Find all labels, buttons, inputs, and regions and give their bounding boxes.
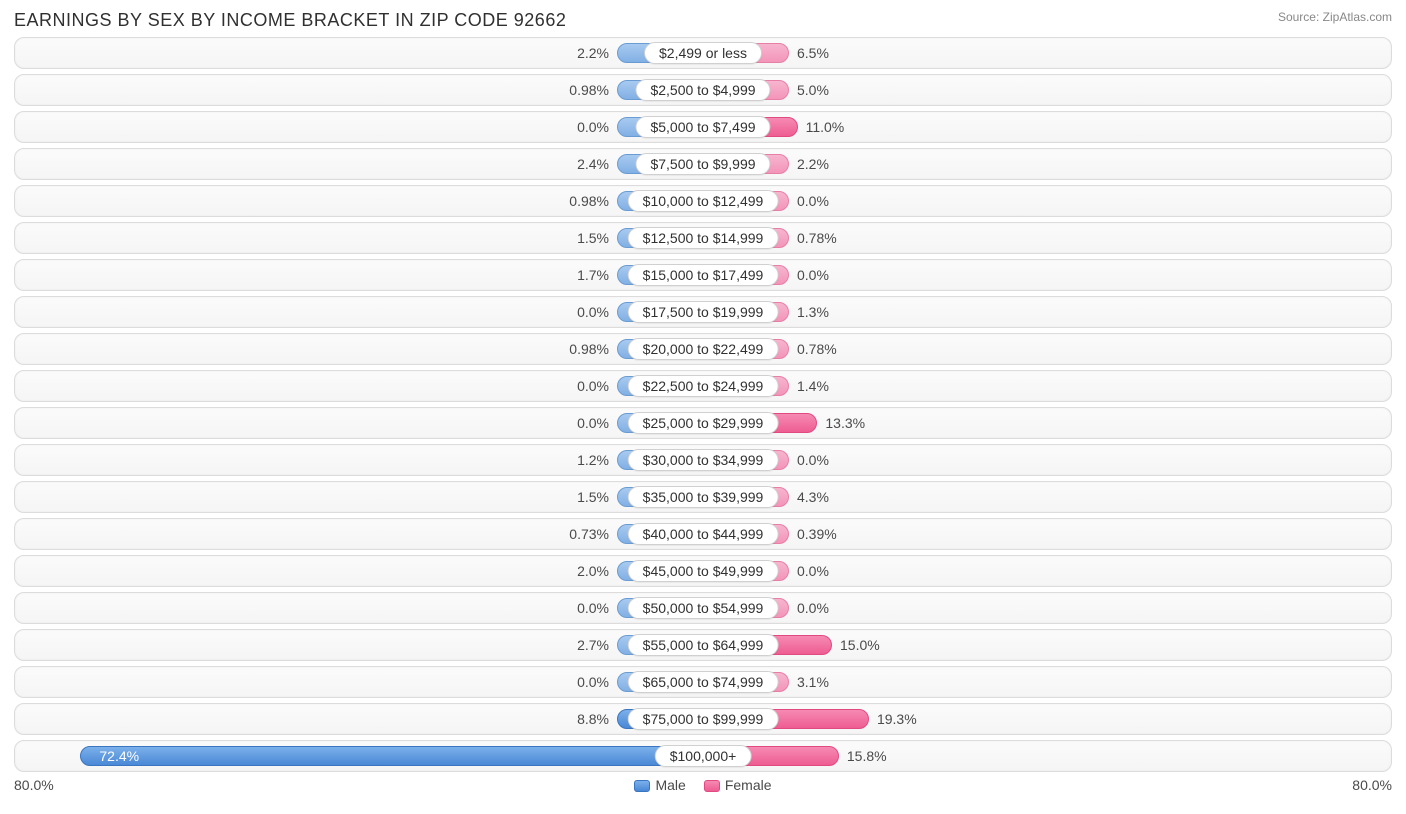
male-value: 0.98% (561, 341, 617, 357)
chart-row: 2.2% 6.5% $2,499 or less (14, 37, 1392, 69)
female-value: 19.3% (869, 711, 925, 727)
bracket-label: $25,000 to $29,999 (628, 412, 779, 434)
chart-row: 0.98% 0.0% $10,000 to $12,499 (14, 185, 1392, 217)
bracket-label: $50,000 to $54,999 (628, 597, 779, 619)
axis-max-left: 80.0% (14, 777, 54, 793)
male-swatch-icon (634, 780, 650, 792)
bracket-label: $65,000 to $74,999 (628, 671, 779, 693)
male-value: 72.4% (91, 748, 147, 764)
bracket-label: $75,000 to $99,999 (628, 708, 779, 730)
bracket-label: $15,000 to $17,499 (628, 264, 779, 286)
bracket-label: $55,000 to $64,999 (628, 634, 779, 656)
chart-row: 0.98% 0.78% $20,000 to $22,499 (14, 333, 1392, 365)
male-value: 1.7% (569, 267, 617, 283)
female-value: 15.0% (832, 637, 888, 653)
female-value: 0.78% (789, 230, 845, 246)
bracket-label: $17,500 to $19,999 (628, 301, 779, 323)
female-value: 13.3% (817, 415, 873, 431)
male-value: 2.2% (569, 45, 617, 61)
male-value: 1.5% (569, 230, 617, 246)
chart-row: 8.8% 19.3% $75,000 to $99,999 (14, 703, 1392, 735)
bracket-label: $30,000 to $34,999 (628, 449, 779, 471)
male-value: 1.5% (569, 489, 617, 505)
axis-max-right: 80.0% (1352, 777, 1392, 793)
female-value: 0.0% (789, 600, 837, 616)
bracket-label: $45,000 to $49,999 (628, 560, 779, 582)
male-value: 2.4% (569, 156, 617, 172)
chart-row: 0.0% 11.0% $5,000 to $7,499 (14, 111, 1392, 143)
chart-row: 1.7% 0.0% $15,000 to $17,499 (14, 259, 1392, 291)
bracket-label: $100,000+ (655, 745, 752, 767)
male-bar: 72.4% (80, 746, 703, 766)
male-value: 0.0% (569, 415, 617, 431)
chart-row: 1.2% 0.0% $30,000 to $34,999 (14, 444, 1392, 476)
female-value: 1.3% (789, 304, 837, 320)
male-value: 0.73% (561, 526, 617, 542)
female-value: 11.0% (798, 119, 853, 135)
female-value: 3.1% (789, 674, 837, 690)
male-value: 0.0% (569, 119, 617, 135)
female-value: 0.0% (789, 563, 837, 579)
chart-row: 0.73% 0.39% $40,000 to $44,999 (14, 518, 1392, 550)
legend-female-label: Female (725, 777, 772, 793)
bracket-label: $2,499 or less (644, 42, 762, 64)
chart-row: 2.0% 0.0% $45,000 to $49,999 (14, 555, 1392, 587)
bracket-label: $40,000 to $44,999 (628, 523, 779, 545)
chart-legend: Male Female (634, 777, 771, 793)
male-value: 0.0% (569, 674, 617, 690)
male-value: 2.7% (569, 637, 617, 653)
legend-male-label: Male (655, 777, 685, 793)
female-swatch-icon (704, 780, 720, 792)
female-value: 4.3% (789, 489, 837, 505)
bracket-label: $5,000 to $7,499 (635, 116, 770, 138)
female-value: 15.8% (839, 748, 895, 764)
female-value: 0.0% (789, 267, 837, 283)
female-value: 0.78% (789, 341, 845, 357)
male-value: 0.0% (569, 304, 617, 320)
butterfly-chart: 2.2% 6.5% $2,499 or less 0.98% 5.0% $2,500 to… (14, 37, 1392, 772)
female-value: 2.2% (789, 156, 837, 172)
chart-row: 2.7% 15.0% $55,000 to $64,999 (14, 629, 1392, 661)
female-value: 6.5% (789, 45, 837, 61)
chart-source: Source: ZipAtlas.com (1278, 10, 1392, 24)
chart-row: 1.5% 4.3% $35,000 to $39,999 (14, 481, 1392, 513)
male-value: 0.98% (561, 82, 617, 98)
chart-row: 0.0% 1.3% $17,500 to $19,999 (14, 296, 1392, 328)
male-value: 8.8% (569, 711, 617, 727)
female-value: 0.39% (789, 526, 845, 542)
chart-row: 0.0% 13.3% $25,000 to $29,999 (14, 407, 1392, 439)
bracket-label: $20,000 to $22,499 (628, 338, 779, 360)
female-value: 5.0% (789, 82, 837, 98)
female-value: 0.0% (789, 193, 837, 209)
chart-row: 0.0% 1.4% $22,500 to $24,999 (14, 370, 1392, 402)
chart-row: 1.5% 0.78% $12,500 to $14,999 (14, 222, 1392, 254)
chart-row: 2.4% 2.2% $7,500 to $9,999 (14, 148, 1392, 180)
male-value: 0.0% (569, 600, 617, 616)
legend-female: Female (704, 777, 772, 793)
chart-row: 0.0% 0.0% $50,000 to $54,999 (14, 592, 1392, 624)
bracket-label: $2,500 to $4,999 (635, 79, 770, 101)
female-value: 0.0% (789, 452, 837, 468)
bracket-label: $12,500 to $14,999 (628, 227, 779, 249)
male-value: 0.98% (561, 193, 617, 209)
female-value: 1.4% (789, 378, 837, 394)
bracket-label: $7,500 to $9,999 (635, 153, 770, 175)
bracket-label: $35,000 to $39,999 (628, 486, 779, 508)
chart-row: 0.0% 3.1% $65,000 to $74,999 (14, 666, 1392, 698)
chart-row: 0.98% 5.0% $2,500 to $4,999 (14, 74, 1392, 106)
male-value: 2.0% (569, 563, 617, 579)
male-value: 1.2% (569, 452, 617, 468)
chart-title: EARNINGS BY SEX BY INCOME BRACKET IN ZIP… (14, 10, 566, 31)
bracket-label: $22,500 to $24,999 (628, 375, 779, 397)
bracket-label: $10,000 to $12,499 (628, 190, 779, 212)
male-value: 0.0% (569, 378, 617, 394)
legend-male: Male (634, 777, 685, 793)
chart-row: 72.4% 15.8% $100,000+ (14, 740, 1392, 772)
